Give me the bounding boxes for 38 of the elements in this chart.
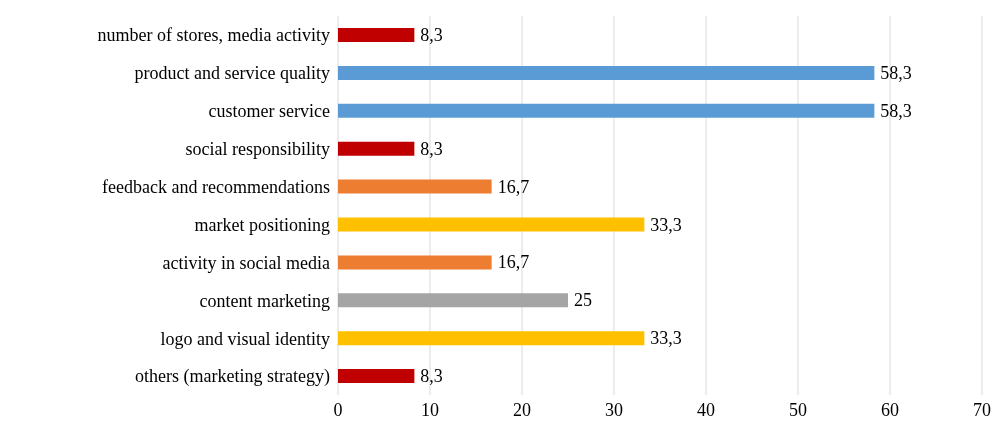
bar [338, 179, 492, 194]
y-tick-label: product and service quality [134, 63, 330, 84]
data-label: 33,3 [650, 328, 682, 349]
data-label: 33,3 [650, 214, 682, 235]
data-label: 16,7 [497, 176, 530, 197]
bar [338, 103, 875, 118]
data-label: 58,3 [880, 100, 912, 121]
bar [338, 331, 645, 346]
bar [338, 217, 645, 232]
data-label: 8,3 [420, 366, 443, 387]
y-tick-label: feedback and recommendations [102, 176, 330, 197]
data-label: 8,3 [420, 138, 443, 159]
x-tick-label: 10 [421, 399, 439, 420]
bar [338, 141, 415, 156]
data-label: 16,7 [497, 252, 530, 273]
y-tick-label: logo and visual identity [160, 328, 330, 349]
x-tick-label: 30 [605, 399, 623, 420]
y-tick-label: customer service [208, 101, 330, 122]
x-tick-label: 50 [789, 399, 807, 420]
y-tick-label: activity in social media [162, 252, 331, 273]
bar [338, 255, 492, 270]
x-tick-label: 20 [513, 399, 531, 420]
bar [338, 65, 875, 80]
x-tick-label: 0 [333, 399, 343, 420]
bar [338, 293, 568, 308]
y-tick-label: content marketing [199, 290, 330, 311]
bar [338, 28, 415, 42]
data-label: 25 [574, 290, 592, 311]
data-label: 58,3 [880, 62, 912, 83]
y-tick-label: others (marketing strategy) [135, 366, 330, 388]
y-tick-label: number of stores, media activity [97, 25, 330, 46]
y-tick-label: social responsibility [185, 139, 330, 160]
x-tick-label: 70 [973, 399, 991, 420]
bar [338, 369, 415, 384]
x-tick-label: 40 [697, 399, 715, 420]
x-tick-label: 60 [881, 399, 899, 420]
data-label: 8,3 [420, 25, 443, 45]
y-tick-label: market positioning [194, 214, 330, 235]
